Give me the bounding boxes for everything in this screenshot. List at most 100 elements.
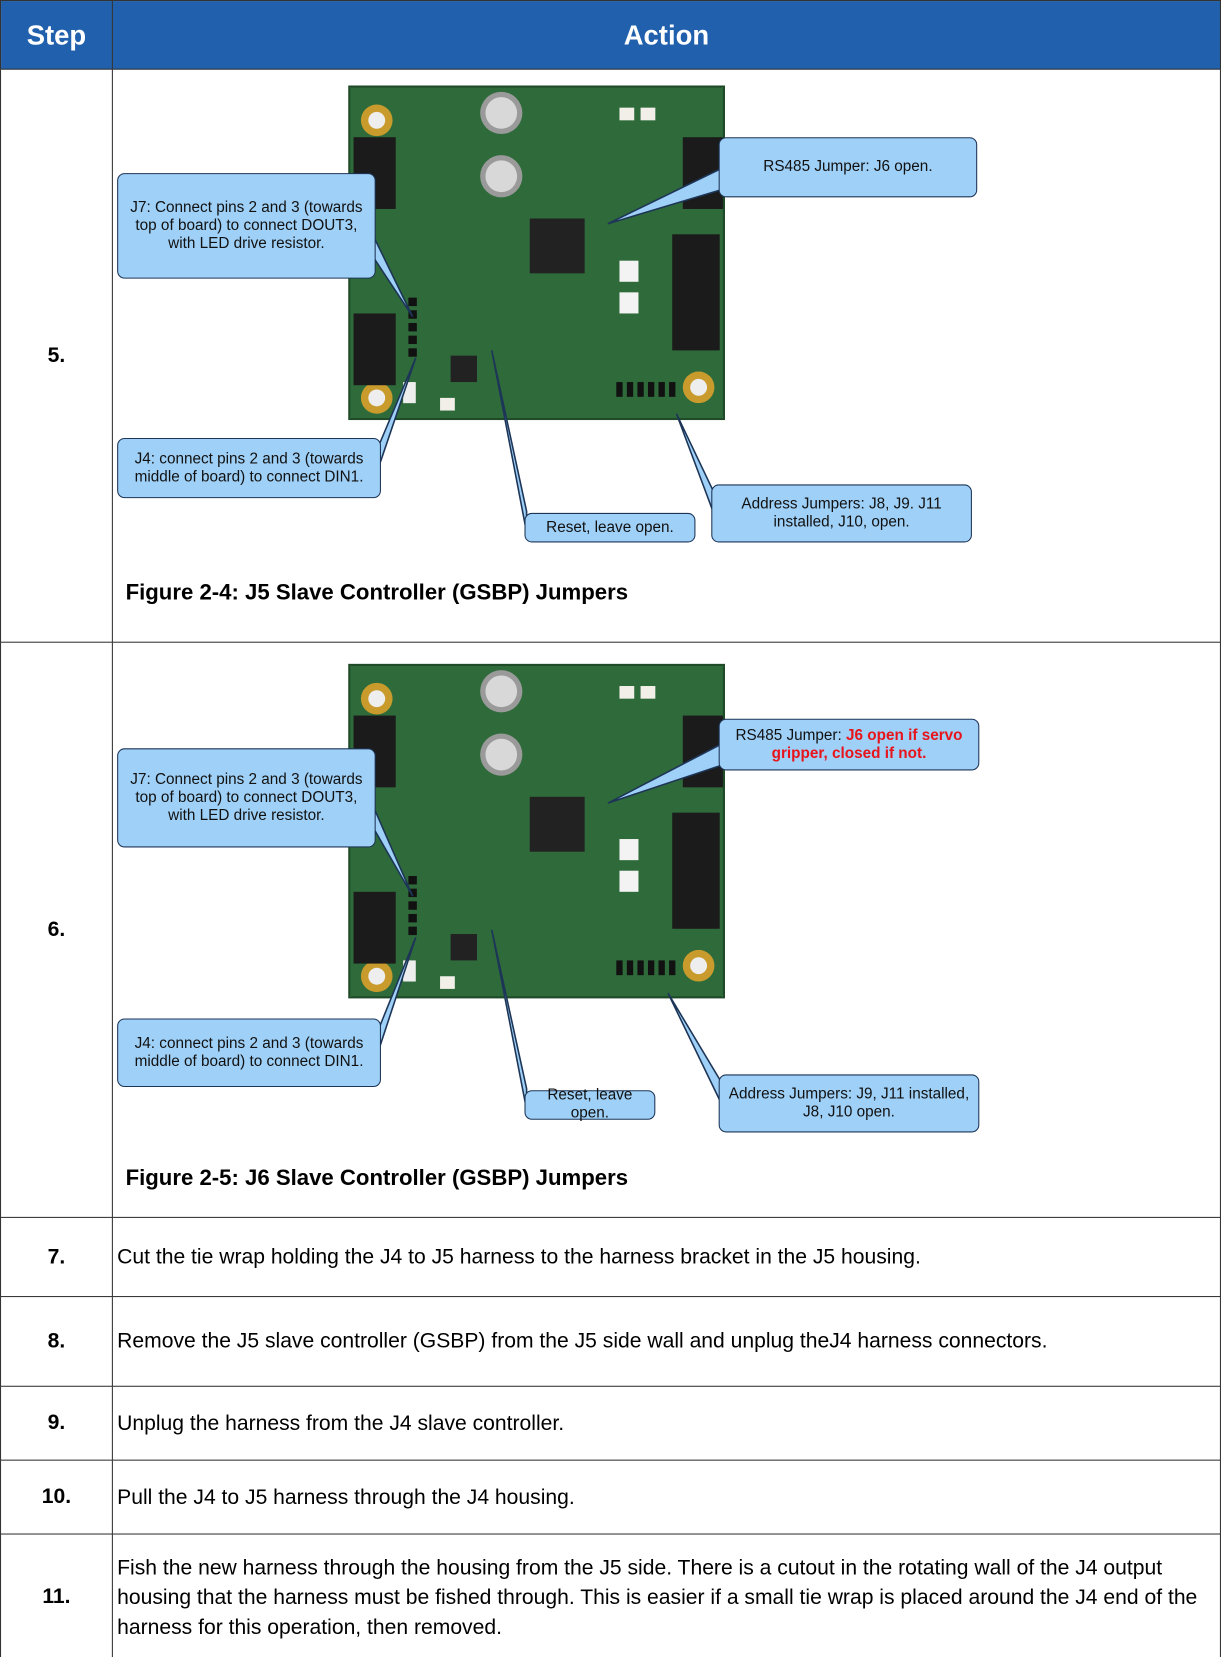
callout-text-wrap: RS485 Jumper: J6 open if servo gripper, … — [726, 727, 972, 763]
callout-text: J7: Connect pins 2 and 3 (towards top of… — [130, 198, 363, 252]
callout-text: J7: Connect pins 2 and 3 (towards top of… — [130, 770, 363, 824]
board-part — [619, 107, 635, 121]
callout-text-wrap: J7: Connect pins 2 and 3 (towards top of… — [125, 771, 369, 825]
callout-text-wrap: Address Jumpers: J9, J11 installed, J8, … — [726, 1085, 972, 1121]
board-part — [485, 97, 518, 129]
callout-text: Address Jumpers: J8, J9. J11 installed, … — [741, 495, 942, 531]
board-part — [619, 839, 639, 861]
callout-text: Reset, leave open. — [547, 1087, 633, 1122]
board-part — [616, 960, 623, 976]
board-part — [408, 926, 417, 936]
callout: J4: connect pins 2 and 3 (towards middle… — [117, 1018, 381, 1088]
callout-text-wrap: J4: connect pins 2 and 3 (towards middle… — [125, 1035, 374, 1071]
step-number: 7. — [0, 1216, 113, 1298]
board-part — [408, 297, 417, 307]
board-part — [619, 686, 635, 699]
board-part — [647, 382, 655, 397]
board-part — [616, 382, 623, 397]
board-part — [408, 901, 417, 910]
board-part — [529, 796, 585, 852]
figure-row: 5. J7: Connect pins 2 and 3 (towards top … — [0, 68, 1221, 643]
callout: J7: Connect pins 2 and 3 (towards top of… — [117, 173, 376, 279]
callout: J7: Connect pins 2 and 3 (towards top of… — [117, 748, 376, 848]
callout: Reset, leave open. — [524, 1087, 656, 1122]
callout-text-wrap: Reset, leave open. — [546, 519, 674, 537]
board-part — [619, 292, 639, 314]
board-part — [408, 875, 417, 885]
callout-text-wrap: J4: connect pins 2 and 3 (towards middle… — [125, 450, 374, 486]
board-part — [658, 382, 665, 397]
board-part — [647, 960, 655, 976]
callout-text: RS485 Jumper: J6 open. — [763, 158, 933, 176]
board-part — [626, 960, 634, 976]
figure-graphic — [348, 663, 725, 1110]
callout: Address Jumpers: J8, J9. J11 installed, … — [711, 484, 972, 543]
board-part — [408, 888, 417, 898]
board-part — [353, 313, 396, 386]
board-part — [368, 111, 386, 129]
board-part — [690, 957, 708, 975]
figure: J7: Connect pins 2 and 3 (towards top of… — [113, 70, 1220, 642]
board-part — [485, 738, 518, 771]
step-number: 10. — [0, 1459, 113, 1535]
board-part — [368, 690, 386, 708]
board-part — [368, 389, 386, 407]
figure-cell: J7: Connect pins 2 and 3 (towards top of… — [111, 641, 1221, 1218]
step-action: Pull the J4 to J5 harness through the J4… — [111, 1459, 1221, 1535]
board-part — [353, 891, 396, 964]
callout: Address Jumpers: J9, J11 installed, J8, … — [718, 1074, 980, 1133]
figure-caption: Figure 2-5: J6 Slave Controller (GSBP) J… — [125, 1166, 629, 1191]
step-number: 6. — [0, 641, 113, 1218]
callout: RS485 Jumper: J6 open. — [718, 137, 978, 198]
board-part — [408, 348, 417, 357]
callout-text: RS485 Jumper: — [735, 726, 847, 744]
board-part — [669, 382, 676, 397]
board-part — [440, 976, 455, 989]
callout-text-wrap: Address Jumpers: J8, J9. J11 installed, … — [719, 496, 965, 532]
step-row: 8. Remove the J5 slave controller (GSBP) … — [0, 1296, 1221, 1387]
board-part — [672, 234, 720, 351]
board-part — [640, 107, 656, 121]
board-part — [669, 960, 676, 976]
board-part — [690, 378, 708, 396]
board-part — [626, 382, 634, 397]
header-action: Action — [111, 0, 1221, 70]
board-part — [450, 934, 477, 961]
board-part — [408, 322, 417, 332]
board-part — [619, 260, 639, 282]
step-row: 7. Cut the tie wrap holding the J4 to J5 … — [0, 1216, 1221, 1298]
callout-pointer — [667, 992, 722, 1103]
callout-text-wrap: J7: Connect pins 2 and 3 (towards top of… — [125, 199, 369, 253]
step-row: 11. Fish the new harness through the hous… — [0, 1533, 1221, 1657]
board-part — [637, 382, 644, 397]
header-step: Step — [0, 0, 113, 70]
board-part — [368, 967, 386, 985]
board-part — [450, 355, 477, 383]
figure-row: 6. J7: Connect pins 2 and 3 (towards top … — [0, 641, 1221, 1218]
callout-text: J4: connect pins 2 and 3 (towards middle… — [134, 1034, 364, 1070]
callout-emphasis: J6 open if servo gripper, closed if not. — [771, 726, 963, 762]
callout-text: J4: connect pins 2 and 3 (towards middle… — [134, 450, 364, 485]
callout-text: Reset, leave open. — [546, 518, 674, 536]
step-number: 9. — [0, 1385, 113, 1461]
step-number: 5. — [0, 68, 113, 643]
callout: RS485 Jumper: J6 open if servo gripper, … — [718, 718, 980, 771]
board-part — [485, 160, 518, 193]
step-action: Unplug the harness from the J4 slave con… — [111, 1385, 1221, 1461]
step-action: Remove the J5 slave controller (GSBP) fr… — [111, 1296, 1221, 1387]
figure-cell: J7: Connect pins 2 and 3 (towards top of… — [111, 68, 1221, 643]
board-part — [408, 335, 417, 345]
header-row: Step Action — [0, 0, 1221, 70]
board-part — [440, 397, 455, 411]
board-part — [408, 310, 417, 319]
board-part — [529, 218, 585, 274]
step-action: Fish the new harness through the housing… — [111, 1533, 1221, 1657]
callout-pointer — [675, 413, 715, 513]
board-part — [408, 913, 417, 923]
figure-graphic — [348, 85, 725, 533]
board-part — [619, 870, 639, 892]
callout: J4: connect pins 2 and 3 (towards middle… — [117, 437, 381, 499]
